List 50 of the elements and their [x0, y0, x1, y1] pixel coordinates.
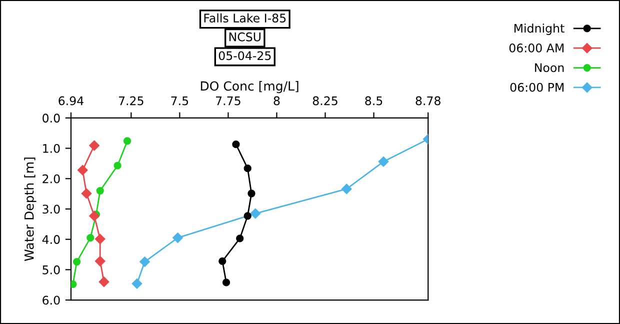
chart-title: Falls Lake I-85: [204, 13, 286, 23]
x-axis-title: DO Conc [mg/L]: [200, 81, 298, 94]
legend-label: 06:00 PM: [510, 82, 564, 92]
point: [248, 190, 256, 198]
point: [341, 184, 352, 194]
y-tick-label: 0.0: [42, 114, 60, 123]
point: [98, 276, 110, 287]
x-tick-label: 7.25: [118, 96, 144, 106]
point: [89, 210, 100, 222]
point: [218, 257, 226, 265]
x-tick-label: 7.5: [171, 96, 188, 106]
x-tick-label: 8.78: [416, 96, 440, 106]
point: [222, 278, 230, 286]
x-tick-label: 7.75: [216, 96, 240, 106]
point: [123, 137, 132, 145]
point: [86, 234, 94, 242]
point: [244, 164, 252, 172]
point: [132, 278, 142, 289]
point: [244, 212, 252, 220]
point: [378, 156, 389, 167]
x-tick-label: 8.5: [365, 96, 382, 106]
point: [250, 208, 260, 219]
y-axis-title: Water Depth [m]: [24, 158, 36, 262]
point: [94, 234, 106, 244]
text: 05-04-25: [218, 51, 271, 60]
y-tick-label: 5.0: [42, 265, 60, 274]
point: [140, 256, 150, 267]
point: [232, 140, 240, 148]
point: [114, 162, 122, 170]
x-tick-label: 8.25: [312, 96, 338, 106]
legend-label: 06:00 AM: [509, 43, 564, 52]
legend-label: Noon: [535, 63, 564, 72]
chart-subtitle: NCSU: [229, 32, 260, 42]
point: [89, 140, 100, 151]
y-tick-label: 2.0: [42, 174, 60, 184]
x-tick-label: 8: [274, 96, 280, 106]
y-tick-label: 6.0: [42, 296, 60, 305]
point: [172, 232, 183, 243]
legend-label: Midnight: [514, 24, 564, 36]
y-tick-label: 3.0: [42, 204, 60, 214]
point: [72, 258, 81, 266]
point: [81, 188, 92, 199]
y-tick-label: 1.0: [43, 144, 60, 153]
y-tick-label: 4.0: [42, 235, 60, 244]
point: [70, 280, 77, 288]
x-tick-label: 6.94: [58, 96, 84, 106]
point: [96, 186, 104, 195]
point: [236, 234, 244, 242]
point: [94, 256, 106, 266]
point: [78, 165, 88, 176]
